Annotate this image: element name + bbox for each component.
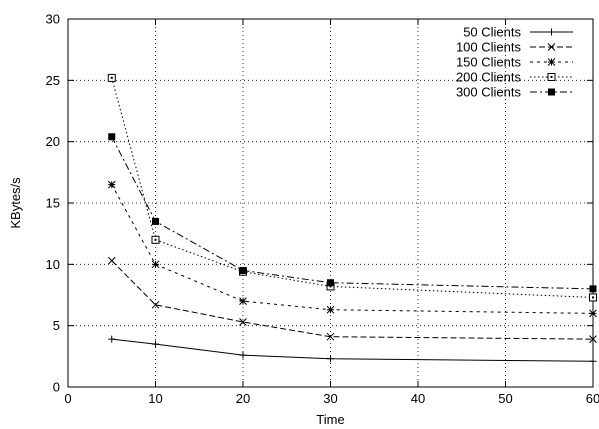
y-tick-label: 25 [46, 73, 60, 88]
legend-marker-center [550, 76, 553, 78]
data-point [326, 332, 335, 341]
series-line [111, 136, 594, 290]
series-2 [107, 256, 597, 344]
data-point [107, 256, 116, 265]
legend-entry: 300 Clients [456, 85, 573, 100]
series-5 [108, 133, 597, 293]
y-tick-label: 10 [46, 257, 60, 272]
data-point [239, 351, 247, 359]
legend-entry: 150 Clients [456, 55, 573, 70]
series-4 [107, 73, 597, 302]
data-point [589, 335, 597, 344]
x-tick-label: 10 [148, 391, 162, 406]
x-axis-label: Time [316, 412, 344, 427]
legend-label: 100 Clients [456, 40, 522, 55]
data-point [589, 357, 597, 365]
data-point-center [110, 76, 113, 79]
legend-label: 150 Clients [456, 55, 522, 70]
x-tick-label: 50 [498, 391, 512, 406]
y-axis-label: KBytes/s [8, 177, 23, 229]
data-point-center [329, 285, 332, 288]
data-point [152, 340, 159, 348]
legend-label: 200 Clients [456, 70, 522, 85]
legend-entry: 50 Clients [463, 25, 573, 40]
data-point [589, 309, 597, 318]
data-point [239, 266, 247, 274]
y-tick-label: 20 [46, 134, 60, 149]
legend-marker [547, 58, 556, 66]
x-tick-label: 20 [236, 391, 250, 406]
series-3 [107, 180, 597, 318]
y-tick-label: 15 [46, 196, 60, 211]
data-point [327, 279, 334, 287]
legend-marker [547, 43, 556, 51]
series-layer [107, 73, 597, 365]
data-point [239, 297, 247, 305]
legend-marker [548, 28, 555, 36]
data-point [108, 133, 116, 141]
y-tick-label: 30 [46, 12, 60, 27]
y-tick-label: 5 [53, 318, 60, 333]
legend-entry: 100 Clients [456, 40, 573, 55]
data-point-center [154, 238, 157, 241]
legend-label: 50 Clients [463, 25, 521, 40]
data-point [151, 300, 160, 309]
x-tick-label: 30 [323, 391, 337, 406]
data-point [152, 217, 159, 225]
x-tick-label: 0 [64, 391, 71, 406]
data-point [108, 335, 116, 343]
legend-entry: 200 Clients [456, 70, 573, 85]
data-point [589, 285, 597, 293]
x-tick-label: 40 [411, 391, 425, 406]
legend-label: 300 Clients [456, 85, 522, 100]
data-point [151, 260, 160, 269]
data-point-center [592, 296, 594, 299]
y-tick-label: 0 [53, 380, 60, 395]
x-tick-label: 60 [586, 391, 599, 406]
data-point [326, 305, 335, 314]
series-line [111, 338, 594, 362]
series-line [111, 260, 594, 340]
grid-lines [68, 19, 593, 387]
data-point [239, 318, 247, 326]
legend-marker [548, 88, 555, 96]
series-1 [108, 335, 597, 365]
data-point [107, 180, 116, 189]
axis-ticks: 0 10 20 30 40 50 60 0 5 10 15 20 25 30 [46, 12, 599, 407]
data-point [327, 355, 334, 363]
